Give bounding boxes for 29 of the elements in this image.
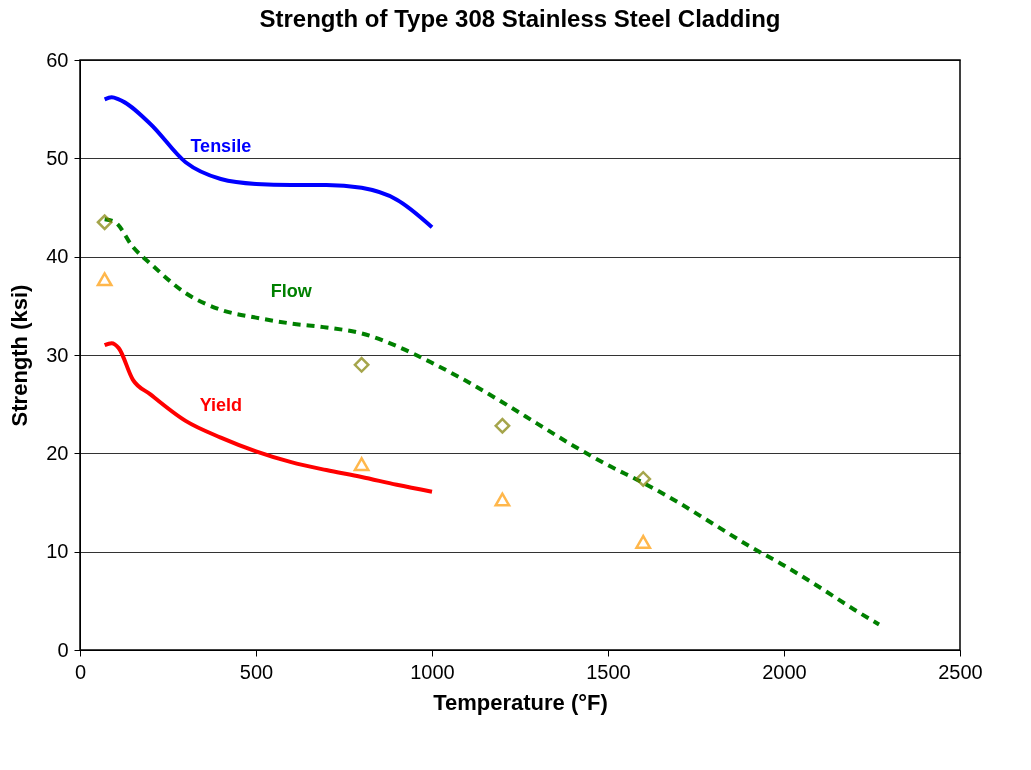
x-tick-label: 1000	[410, 660, 455, 683]
point	[353, 457, 370, 472]
point	[353, 356, 370, 373]
series-label: Yield	[199, 394, 242, 415]
point	[494, 417, 511, 434]
y-tick-label: 50	[46, 146, 69, 169]
point	[635, 534, 652, 549]
line-series	[102, 341, 434, 494]
x-tick-label: 2000	[762, 660, 807, 683]
point	[96, 272, 113, 287]
y-tick-label: 40	[46, 245, 69, 268]
x-tick-label: 0	[74, 660, 87, 683]
y-tick-label: 30	[46, 343, 69, 366]
x-tick-label: 2500	[938, 660, 983, 683]
point	[96, 214, 113, 231]
y-tick-label: 10	[46, 540, 69, 563]
x-tick-label: 1500	[586, 660, 631, 683]
point	[635, 470, 652, 487]
series-label: Tensile	[190, 135, 252, 156]
series-label: Flow	[270, 280, 313, 301]
y-axis-title: Strength (ksi)	[7, 284, 33, 427]
y-tick-label: 0	[57, 638, 69, 661]
line-series	[102, 95, 434, 230]
x-tick-label: 500	[239, 660, 274, 683]
y-tick-label: 60	[46, 48, 69, 71]
x-axis-title: Temperature (°F)	[433, 689, 608, 715]
chart-title: Strength of Type 308 Stainless Steel Cladding	[259, 5, 781, 32]
y-tick-label: 20	[46, 441, 69, 464]
point	[494, 492, 511, 507]
